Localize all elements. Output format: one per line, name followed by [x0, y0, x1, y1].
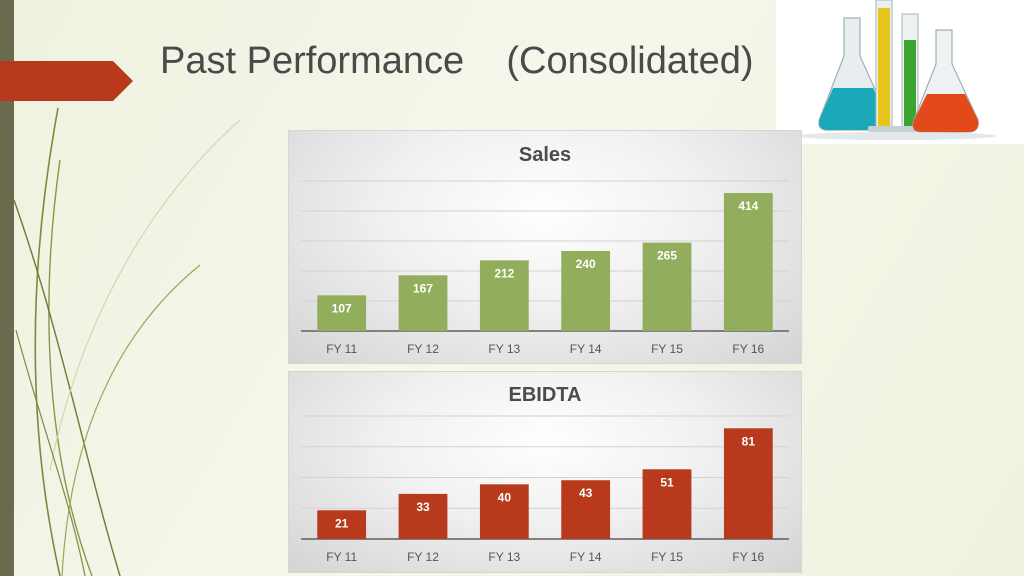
sales-bar: [642, 242, 692, 331]
ebidta-bar: [317, 510, 367, 539]
ebidta-chart-panel: EBIDTA 21 FY 11 33 FY 12 40 FY 13 43 FY 14 51 FY …: [288, 371, 802, 573]
left-accent-bar: [0, 0, 14, 576]
sales-chart-title: Sales: [518, 144, 572, 166]
ebidta-bar: [398, 493, 448, 539]
ebidta-data-label: 40: [498, 490, 512, 504]
sales-tick-label: FY 16: [732, 342, 764, 356]
sales-data-label: 212: [494, 266, 514, 280]
ebidta-chart-title: EBIDTA: [508, 384, 582, 406]
sales-data-label: 107: [332, 301, 352, 315]
sales-bar: [398, 275, 448, 331]
sales-tick-label: FY 13: [488, 342, 520, 356]
ebidta-bar: [561, 480, 611, 539]
ebidta-tick-label: FY 13: [488, 550, 520, 564]
sales-data-label: 414: [738, 199, 758, 213]
ebidta-data-label: 81: [742, 434, 756, 448]
ebidta-data-label: 51: [660, 475, 674, 489]
sales-tick-label: FY 11: [326, 342, 357, 356]
ebidta-tick-label: FY 12: [407, 550, 439, 564]
ebidta-tick-label: FY 11: [326, 550, 357, 564]
sales-tick-label: FY 15: [651, 342, 683, 356]
sales-data-label: 240: [576, 257, 596, 271]
ebidta-data-label: 33: [416, 500, 430, 514]
sales-data-label: 265: [657, 249, 677, 263]
sales-tick-label: FY 14: [570, 342, 602, 356]
ebidta-bar-chart: 21 FY 11 33 FY 12 40 FY 13 43 FY 14 51 FY 15 81 FY …: [301, 415, 789, 564]
ebidta-data-label: 21: [335, 516, 349, 530]
sales-bar-chart: 107 FY 11 167 FY 12 212 FY 13 240 FY 14 265 FY 15…: [301, 180, 789, 356]
slide-title: Past Performance (Consolidated): [160, 40, 754, 82]
sales-bar: [317, 295, 367, 331]
lab-glassware-image: [776, 0, 1024, 144]
sales-bar: [561, 251, 611, 331]
ebidta-bar: [642, 469, 692, 539]
sales-bar: [479, 260, 529, 331]
sales-data-label: 167: [413, 281, 433, 295]
ebidta-tick-label: FY 14: [570, 550, 602, 564]
ebidta-tick-label: FY 15: [651, 550, 683, 564]
ebidta-bar: [479, 484, 529, 539]
sales-chart-panel: Sales 107 FY 11 167 FY 12 212 FY 13 240 FY 14 26…: [288, 130, 802, 364]
sales-tick-label: FY 12: [407, 342, 439, 356]
decorative-lines: [13, 107, 241, 576]
sales-bar: [723, 193, 773, 331]
title-arrow-icon: [0, 61, 133, 101]
ebidta-data-label: 43: [579, 486, 593, 500]
ebidta-bar: [723, 428, 773, 539]
ebidta-tick-label: FY 16: [732, 550, 764, 564]
